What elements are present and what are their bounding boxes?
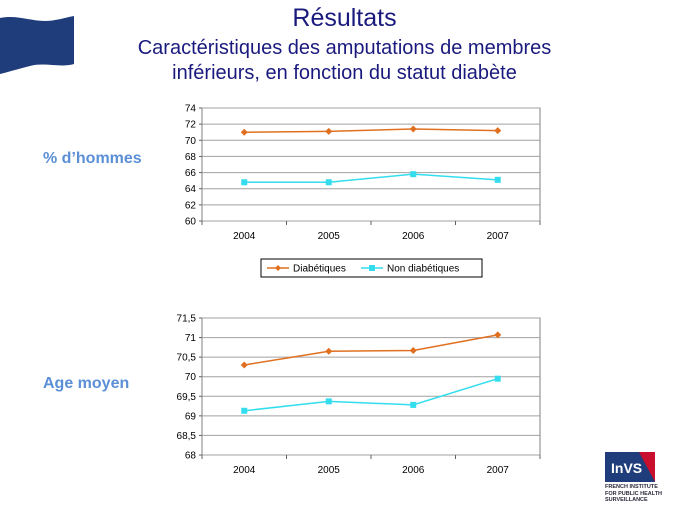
invs-logo-caption: FRENCH INSTITUTE FOR PUBLIC HEALTH SURVE… <box>605 484 685 504</box>
logo-line-1: FRENCH INSTITUTE <box>605 484 658 490</box>
slide-subtitle: Caractéristiques des amputations de memb… <box>0 36 689 86</box>
chart1-diabetic-point <box>494 127 502 135</box>
chart2-non-diabetic-point <box>494 375 501 382</box>
logo-line-3: SURVEILLANCE <box>605 497 648 503</box>
chart1-xtick-label: 2004 <box>233 231 256 242</box>
subtitle-line-1: Caractéristiques des amputations de memb… <box>137 37 552 59</box>
chart1-non-diabetic-point <box>325 179 332 186</box>
chart2-xtick-label: 2005 <box>318 465 341 476</box>
chart1-ytick-label: 64 <box>185 184 197 195</box>
chart1-ytick-label: 70 <box>185 136 197 147</box>
chart1-plot-area <box>201 107 541 222</box>
chart2-ytick-label: 70 <box>185 372 197 383</box>
chart2-ytick-label: 69 <box>185 411 197 422</box>
chart1-xtick-label: 2006 <box>402 231 425 242</box>
chart1-ytick-label: 62 <box>185 200 197 211</box>
chart2-non-diabetic-point <box>325 398 332 405</box>
chart1-ytick-label: 66 <box>185 168 197 179</box>
chart2-ytick-label: 71,5 <box>177 314 197 325</box>
logo-line-2: FOR PUBLIC HEALTH <box>605 490 663 497</box>
chart1-legend-swatch-marker <box>275 265 281 271</box>
chart1-ytick-label: 68 <box>185 152 197 163</box>
invs-logo-icon: InVS <box>605 452 655 482</box>
chart2-series-line-0 <box>244 334 498 366</box>
chart1-ytick-label: 60 <box>185 217 197 228</box>
chart1-legend-swatch-marker <box>369 265 375 271</box>
chart1-non-diabetic-point <box>410 171 417 178</box>
chart2-non-diabetic-point <box>241 407 248 414</box>
chart2-xtick-label: 2007 <box>487 465 510 476</box>
slide-title: Résultats <box>292 4 397 32</box>
chart2-diabetic-point <box>325 347 333 355</box>
label-percent-men: % d’hommes <box>43 150 142 167</box>
chart1-diabetic-point <box>325 127 333 135</box>
chart2-non-diabetic-point <box>410 401 417 408</box>
chart2-ytick-label: 68 <box>185 451 197 462</box>
chart2-series-line-1 <box>244 377 498 412</box>
chart1-ytick-label: 74 <box>185 104 197 115</box>
chart-percent-men: 60 62 64 66 68 70 72 74 2004 2005 2006 2007 Diabétiq… <box>185 104 541 278</box>
chart2-diabetic-point <box>494 331 502 339</box>
chart2-ytick-label: 71 <box>185 333 197 344</box>
chart2-ytick-label: 69,5 <box>177 392 197 403</box>
chart2-diabetic-point <box>240 361 248 369</box>
flag-logo-icon <box>0 16 74 74</box>
chart2-ytick-label: 70,5 <box>177 353 197 364</box>
chart2-xtick-label: 2004 <box>233 465 256 476</box>
chart2-xtick-label: 2006 <box>402 465 425 476</box>
chart1-xtick-label: 2005 <box>318 231 341 242</box>
chart-mean-age: 68 68,5 69 69,5 70 70,5 71 71,5 2004 2005 2006 2007 <box>177 314 541 476</box>
chart2-diabetic-point <box>409 346 417 354</box>
chart1-non-diabetic-point <box>494 176 501 183</box>
chart1-series-line-1 <box>244 173 498 184</box>
logo-wordmark: InVS <box>611 460 642 476</box>
label-mean-age: Age moyen <box>43 375 130 392</box>
chart1-ytick-label: 72 <box>185 120 197 131</box>
chart2-ytick-label: 68,5 <box>177 431 197 442</box>
subtitle-line-2: inférieurs, en fonction du statut diabèt… <box>172 62 517 84</box>
chart1-xtick-label: 2007 <box>487 231 510 242</box>
chart1-legend-label: Non diabétiques <box>387 264 459 275</box>
chart1-diabetic-point <box>409 125 417 133</box>
chart1-series-line-0 <box>244 128 498 133</box>
chart1-diabetic-point <box>240 128 248 136</box>
chart1-non-diabetic-point <box>241 179 248 186</box>
chart1-legend-label: Diabétiques <box>293 264 346 275</box>
chart2-plot-area <box>201 317 541 456</box>
